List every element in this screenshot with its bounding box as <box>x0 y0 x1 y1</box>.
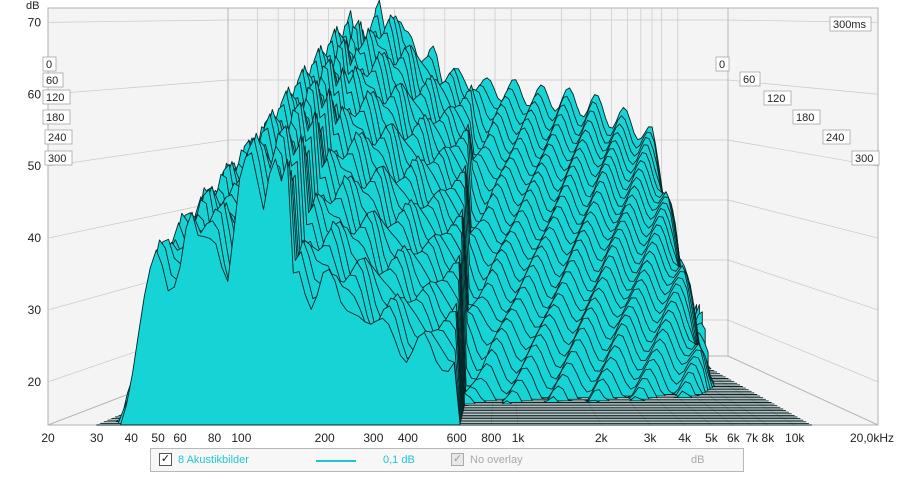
x-tick-label: 3k <box>644 431 658 445</box>
time-label-left: 180 <box>42 109 71 125</box>
x-tick-label: 5k <box>705 431 719 445</box>
time-label-box <box>715 56 730 72</box>
time-label-box <box>739 71 761 87</box>
x-tick-label: 300 <box>363 431 383 445</box>
time-label-box <box>44 129 73 145</box>
time-label-text: 0 <box>719 59 725 71</box>
time-label-box <box>44 150 73 166</box>
y-unit-label: dB <box>26 0 39 12</box>
y-tick-label: 60 <box>28 87 42 101</box>
time-label-right: 60 <box>739 71 761 87</box>
x-tick-label: 2k <box>595 431 609 445</box>
time-label-text: 240 <box>826 132 844 144</box>
time-label-box <box>829 16 872 32</box>
time-label-text: 120 <box>46 92 64 104</box>
y-grid-line <box>47 19 229 23</box>
time-label-right: 240 <box>822 129 851 145</box>
time-label-text: 300ms <box>833 19 867 31</box>
time-label-text: 60 <box>743 74 755 86</box>
time-label-box <box>851 150 880 166</box>
x-tick-label: 50 <box>151 431 165 445</box>
x-tick-label: 20,0kHz <box>850 431 894 445</box>
x-tick-label: 1k <box>512 431 526 445</box>
time-label-left: 300 <box>44 150 73 166</box>
y-grid-line <box>727 199 879 239</box>
waterfall-slice <box>96 152 812 426</box>
y-tick-label: 20 <box>28 375 42 389</box>
time-label-left: 120 <box>42 89 71 105</box>
x-tick-label: 100 <box>231 431 251 445</box>
time-label-box <box>42 56 57 72</box>
x-tick-label: 7k <box>746 431 760 445</box>
y-tick-label: 40 <box>28 231 42 245</box>
y-grid-line <box>47 139 229 167</box>
time-label-box <box>822 129 851 145</box>
y-tick-label: 70 <box>28 15 42 29</box>
x-tick-label: 800 <box>481 431 501 445</box>
time-label-box <box>763 90 792 106</box>
y-grid-line <box>727 319 879 383</box>
time-label-right: 180 <box>792 109 821 125</box>
x-tick-label: 60 <box>173 431 187 445</box>
y-tick-label: 50 <box>28 159 42 173</box>
legend-bar: ✓ 8 Akustikbilder 0,1 dB ✓ No overlay dB <box>150 448 744 472</box>
unit-label: dB <box>691 454 705 466</box>
time-label-right: 0 <box>715 56 730 72</box>
x-tick-label: 40 <box>125 431 139 445</box>
time-label-text: 0 <box>46 59 52 71</box>
time-label-text: 120 <box>767 93 785 105</box>
right-floor-edge <box>727 355 879 426</box>
time-label-box <box>42 89 71 105</box>
time-label-left: 60 <box>42 72 64 88</box>
x-tick-label: 30 <box>90 431 104 445</box>
time-label-text: 180 <box>796 112 814 124</box>
time-label-text: 300 <box>48 153 66 165</box>
time-label-left: 240 <box>44 129 73 145</box>
x-tick-label: 600 <box>447 431 467 445</box>
x-tick-label: 10k <box>785 431 805 445</box>
time-label-right: 120 <box>763 90 792 106</box>
x-tick-label: 80 <box>208 431 222 445</box>
series-checkbox[interactable]: ✓ <box>159 453 172 466</box>
time-label-box <box>792 109 821 125</box>
axis-layer: dB 20 30 40 50 60 70 20 30 40 50 60 80 100 200 300 400 60… <box>26 0 894 445</box>
x-tick-label: 8k <box>762 431 776 445</box>
series-color-swatch <box>316 460 356 462</box>
time-label-text: 60 <box>46 75 58 87</box>
y-grid-line <box>47 79 229 95</box>
time-label-text: 180 <box>46 112 64 124</box>
y-tick-label: 30 <box>28 303 42 317</box>
y-grid-line <box>727 259 879 311</box>
time-label-text: 240 <box>48 132 66 144</box>
smoothing-value: 0,1 dB <box>383 454 415 466</box>
time-label-text: 300 <box>855 153 873 165</box>
x-tick-label: 6k <box>727 431 741 445</box>
x-tick-label: 400 <box>398 431 418 445</box>
time-label-right: 300 <box>851 150 880 166</box>
time-label-box <box>42 109 71 125</box>
x-tick-label: 200 <box>315 431 335 445</box>
label-layer: 0 60 120 180 240 300 0 60 120 180 240 300 300ms <box>42 16 880 166</box>
waterfall-slices <box>96 0 812 426</box>
time-label-box <box>42 72 64 88</box>
x-tick-label: 20 <box>41 431 55 445</box>
x-tick-label: 4k <box>678 431 692 445</box>
time-label-left: 0 <box>42 56 57 72</box>
overlay-checkbox: ✓ <box>451 453 464 466</box>
series-label[interactable]: 8 Akustikbilder <box>178 454 249 466</box>
overlay-label: No overlay <box>470 454 523 466</box>
time-range-label: 300ms <box>829 16 872 32</box>
